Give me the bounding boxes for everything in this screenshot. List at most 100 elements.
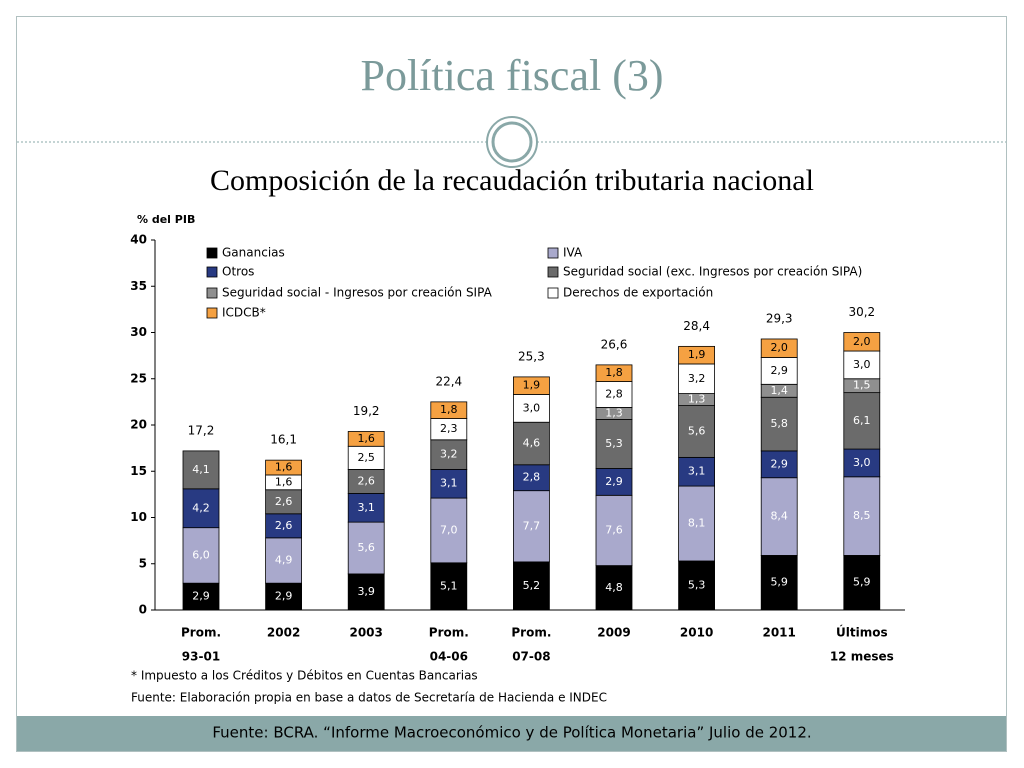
value-label: 2,9 — [770, 457, 788, 470]
value-label: 1,8 — [440, 403, 458, 416]
bar-segment — [430, 439, 468, 470]
bar-segment — [513, 376, 550, 395]
bar-segment — [347, 573, 385, 611]
value-label: 5,6 — [688, 424, 706, 437]
value-label: 5,9 — [770, 576, 788, 589]
y-tick-label: 0 — [139, 603, 147, 617]
y-tick-label: 35 — [130, 279, 147, 293]
value-label: 5,1 — [440, 579, 458, 592]
bar-segment — [595, 381, 633, 408]
bar-segment — [265, 489, 303, 515]
value-label: 2,9 — [770, 364, 788, 377]
value-label: 1,3 — [688, 393, 706, 406]
bar-segment — [430, 497, 468, 564]
chart: 0 5 10 15 20 25 30 35 40 Prom. 93-01 2,9 6,0 4,2 4,1 17… — [130, 233, 905, 664]
source-note: Fuente: Elaboración propia en base a dat… — [131, 691, 607, 705]
bar-segment — [678, 485, 715, 562]
legend-swatch — [206, 307, 218, 319]
value-label: 2,6 — [357, 474, 375, 487]
bar-segment — [430, 468, 468, 499]
x-tick-label: 2010 — [680, 626, 713, 640]
y-tick-label: 20 — [130, 418, 147, 432]
bar-segment — [182, 450, 220, 490]
legend-label: Seguridad social - Ingresos por creación… — [222, 286, 493, 300]
legend-swatch — [206, 266, 218, 278]
value-label: 3,1 — [440, 477, 458, 490]
value-label: 1,9 — [523, 379, 541, 392]
value-label: 5,3 — [605, 437, 623, 450]
value-label: 8,1 — [688, 517, 706, 530]
bar-segment — [843, 392, 881, 450]
value-label: 3,0 — [853, 358, 871, 371]
x-tick-label: 07-08 — [512, 650, 550, 664]
value-label: 5,6 — [357, 541, 375, 554]
value-label: 5,2 — [523, 579, 541, 592]
bar-segment — [595, 468, 633, 496]
value-label: 2,6 — [275, 495, 293, 508]
bar-segment — [265, 537, 303, 584]
bar-segment — [843, 448, 881, 478]
subtitle: Composición de la recaudación tributaria… — [210, 164, 814, 197]
value-label: 2,9 — [192, 590, 210, 603]
bar-segment — [678, 345, 715, 365]
x-tick-label: 12 meses — [830, 650, 894, 664]
x-tick-label: 2002 — [267, 626, 300, 640]
footer-band — [17, 716, 1006, 751]
bar-segment — [678, 560, 715, 611]
y-axis-label: % del PIB — [137, 213, 195, 226]
value-label: 2,0 — [853, 335, 871, 348]
x-tick-label: Últimos — [836, 625, 888, 640]
value-label: 5,3 — [688, 578, 706, 591]
bar-segment — [595, 364, 633, 382]
bar-segment — [182, 488, 220, 529]
y-tick-label: 5 — [139, 556, 147, 570]
value-label: 8,4 — [770, 510, 788, 523]
bar-segment — [595, 565, 633, 611]
value-label: 7,0 — [440, 523, 458, 536]
bar-segment — [595, 494, 633, 566]
value-label: 1,8 — [605, 366, 623, 379]
y-tick-label: 25 — [130, 371, 147, 385]
legend-swatch — [547, 266, 559, 278]
value-label: 4,1 — [192, 463, 210, 476]
footnote: * Impuesto a los Créditos y Débitos en C… — [131, 669, 478, 683]
value-label: 4,9 — [275, 554, 293, 567]
total-label: 17,2 — [188, 423, 215, 437]
value-label: 8,5 — [853, 509, 871, 522]
value-label: 6,0 — [192, 548, 210, 561]
value-label: 2,0 — [770, 341, 788, 354]
y-tick-label: 40 — [130, 233, 147, 247]
total-label: 19,2 — [353, 404, 380, 418]
bar-segment — [182, 582, 220, 611]
total-label: 16,1 — [270, 433, 297, 447]
bar-segment — [760, 357, 798, 385]
total-label: 22,4 — [435, 374, 462, 388]
value-label: 1,9 — [688, 348, 706, 361]
value-label: 5,8 — [770, 417, 788, 430]
legend-label: Otros — [222, 265, 254, 279]
value-label: 1,6 — [357, 432, 375, 445]
y-tick-label: 15 — [130, 464, 147, 478]
bar-segment — [513, 394, 550, 423]
legend-label: Derechos de exportación — [563, 286, 713, 300]
bar-segment — [760, 338, 798, 358]
total-label: 28,4 — [683, 319, 710, 333]
bar-segment — [513, 490, 550, 563]
value-label: 7,7 — [523, 519, 541, 532]
value-label: 2,9 — [275, 590, 293, 603]
legend-swatch — [547, 247, 559, 259]
value-label: 7,6 — [605, 523, 623, 536]
bar-segment — [430, 562, 468, 611]
value-label: 3,1 — [357, 501, 375, 514]
value-label: 2,3 — [440, 422, 458, 435]
value-label: 3,2 — [440, 448, 458, 461]
x-tick-label: 93-01 — [182, 650, 220, 664]
bar-segment — [430, 401, 468, 419]
bar-segment — [760, 396, 798, 452]
value-label: 3,9 — [357, 585, 375, 598]
legend-label: Ganancias — [222, 246, 285, 260]
x-tick-label: 2009 — [597, 626, 630, 640]
legend-swatch — [206, 247, 218, 259]
value-label: 1,6 — [275, 475, 293, 488]
